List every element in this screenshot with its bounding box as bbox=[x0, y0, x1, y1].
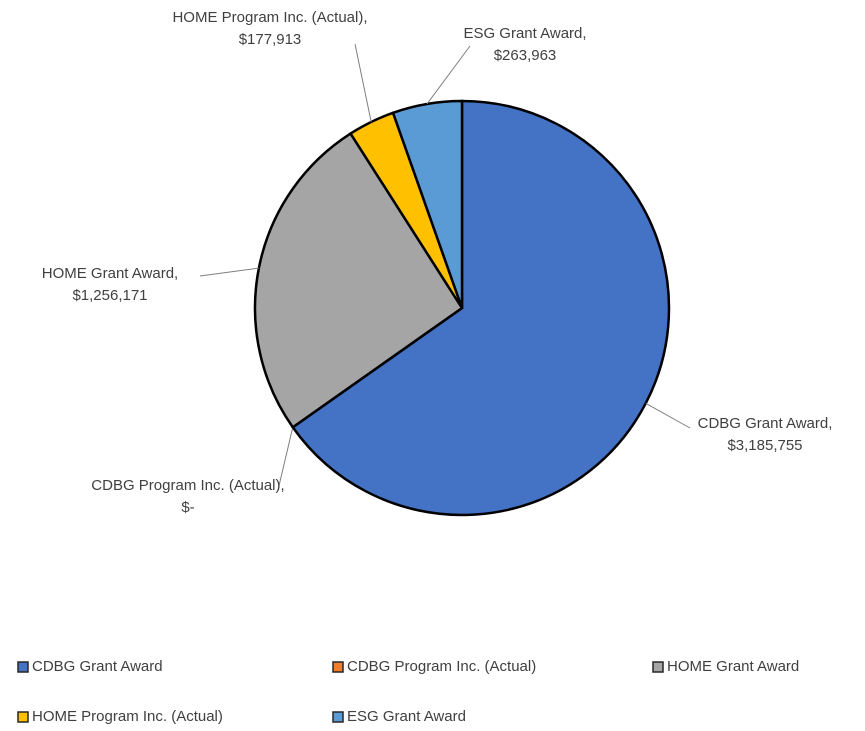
legend-swatch bbox=[332, 661, 344, 673]
data-label-category: HOME Program Inc. (Actual) bbox=[172, 9, 363, 26]
data-label-separator: , bbox=[174, 265, 178, 282]
data-label: HOME Grant Award, $1,256,171 bbox=[42, 265, 178, 304]
legend-swatch bbox=[332, 711, 344, 723]
data-label-value: $- bbox=[181, 499, 194, 516]
data-label-separator: , bbox=[363, 9, 367, 26]
pie-slice bbox=[253, 131, 464, 429]
leader-line bbox=[645, 402, 691, 429]
data-label-separator: , bbox=[281, 477, 285, 494]
leader-line bbox=[354, 43, 372, 123]
data-label-category: HOME Grant Award bbox=[42, 265, 174, 282]
data-label: CDBG Grant Award, $3,185,755 bbox=[698, 415, 833, 454]
leader-line bbox=[277, 427, 294, 491]
legend-label: HOME Grant Award bbox=[667, 658, 799, 675]
data-label: HOME Program Inc. (Actual), $177,913 bbox=[172, 9, 367, 48]
data-label-value: $263,963 bbox=[494, 47, 557, 64]
pie-slice bbox=[291, 99, 671, 517]
data-label: ESG Grant Award, $263,963 bbox=[463, 25, 586, 64]
leader-line bbox=[426, 45, 471, 105]
legend-label: ESG Grant Award bbox=[347, 708, 466, 725]
data-label: CDBG Program Inc. (Actual), $- bbox=[91, 477, 284, 516]
data-label-value: $3,185,755 bbox=[727, 437, 802, 454]
data-label-value: $177,913 bbox=[239, 31, 302, 48]
data-label-value: $1,256,171 bbox=[72, 287, 147, 304]
data-label-separator: , bbox=[828, 415, 832, 432]
leader-line bbox=[199, 267, 259, 277]
legend-label: HOME Program Inc. (Actual) bbox=[32, 708, 223, 725]
legend-label: CDBG Program Inc. (Actual) bbox=[347, 658, 536, 675]
legend-label: CDBG Grant Award bbox=[32, 658, 163, 675]
data-label-category: CDBG Grant Award bbox=[698, 415, 829, 432]
legend-swatch bbox=[17, 661, 29, 673]
data-label-category: CDBG Program Inc. (Actual) bbox=[91, 477, 280, 494]
legend-swatch bbox=[652, 661, 664, 673]
legend-swatch bbox=[17, 711, 29, 723]
data-label-category: ESG Grant Award bbox=[463, 25, 582, 42]
data-label-separator: , bbox=[582, 25, 586, 42]
